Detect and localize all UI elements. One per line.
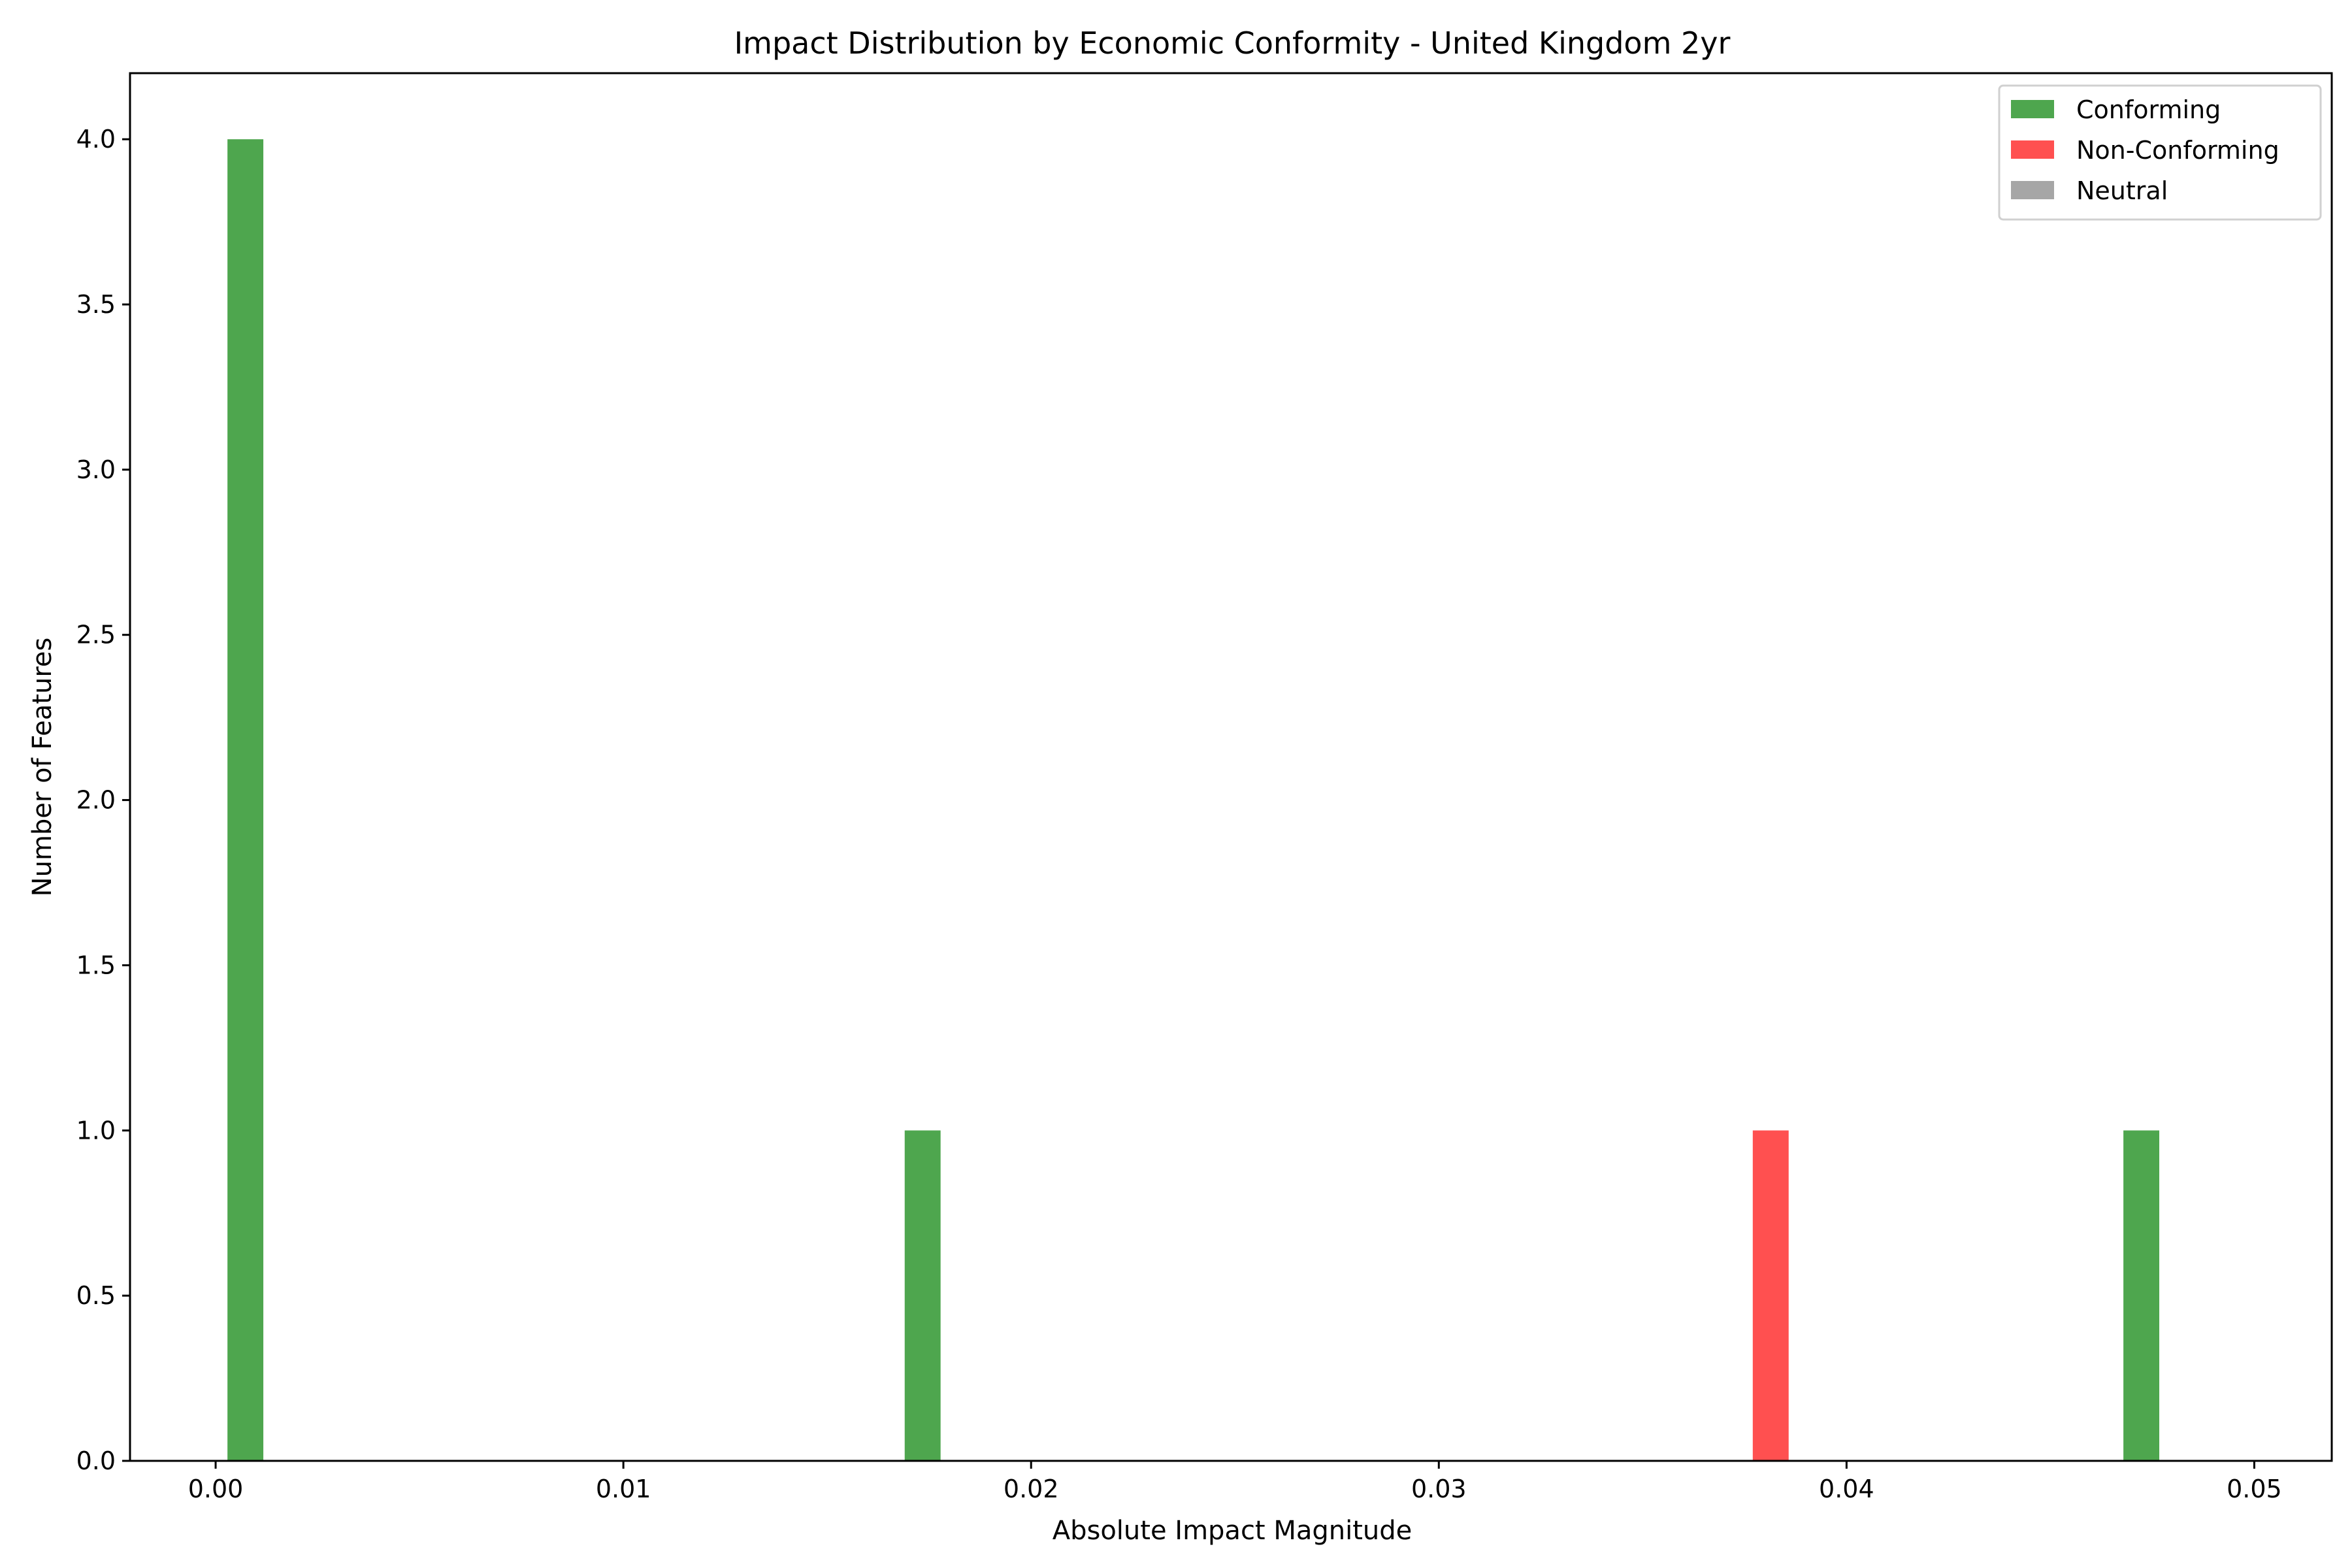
y-tick-label: 1.0 xyxy=(76,1116,116,1145)
y-tick-label: 3.0 xyxy=(76,455,116,484)
y-tick-label: 2.0 xyxy=(76,786,116,815)
plot-frame xyxy=(129,72,2333,1462)
bar-non-conforming xyxy=(1752,1130,1789,1461)
y-tick-label: 3.5 xyxy=(76,290,116,319)
y-tick-label: 1.5 xyxy=(76,951,116,979)
legend-swatch-neutral xyxy=(2011,181,2054,199)
legend-frame xyxy=(1998,84,2322,221)
bar-conforming xyxy=(2123,1130,2160,1461)
legend: Conforming Non-Conforming Neutral xyxy=(1998,84,2322,221)
y-tick-label: 4.0 xyxy=(76,125,116,154)
bar-conforming xyxy=(904,1130,941,1461)
legend-items: Conforming Non-Conforming Neutral xyxy=(2011,95,2279,205)
x-tick-label: 0.02 xyxy=(1004,1475,1059,1503)
x-axis-label: Absolute Impact Magnitude xyxy=(1053,1516,1413,1546)
y-axis-ticks: 0.0 0.5 1.0 1.5 2.0 2.5 3.0 3.5 4.0 xyxy=(76,125,130,1475)
y-tick-label: 2.5 xyxy=(76,621,116,649)
legend-label-non-conforming: Non-Conforming xyxy=(2076,136,2279,165)
chart-title: Impact Distribution by Economic Conformi… xyxy=(734,25,1731,61)
x-tick-label: 0.01 xyxy=(596,1475,651,1503)
x-tick-label: 0.04 xyxy=(1819,1475,1874,1503)
legend-swatch-non-conforming xyxy=(2011,140,2054,159)
legend-swatch-conforming xyxy=(2011,100,2054,118)
x-tick-label: 0.00 xyxy=(188,1475,244,1503)
legend-label-conforming: Conforming xyxy=(2076,95,2221,124)
x-axis-ticks: 0.00 0.01 0.02 0.03 0.04 0.05 xyxy=(188,1461,2282,1503)
x-tick-label: 0.03 xyxy=(1411,1475,1467,1503)
y-tick-label: 0.0 xyxy=(76,1446,116,1475)
x-tick-label: 0.05 xyxy=(2227,1475,2282,1503)
y-axis-label: Number of Features xyxy=(27,638,57,897)
y-tick-label: 0.5 xyxy=(76,1281,116,1310)
legend-label-neutral: Neutral xyxy=(2076,176,2168,205)
bars-layer xyxy=(227,139,2160,1462)
bar-conforming xyxy=(227,139,264,1462)
